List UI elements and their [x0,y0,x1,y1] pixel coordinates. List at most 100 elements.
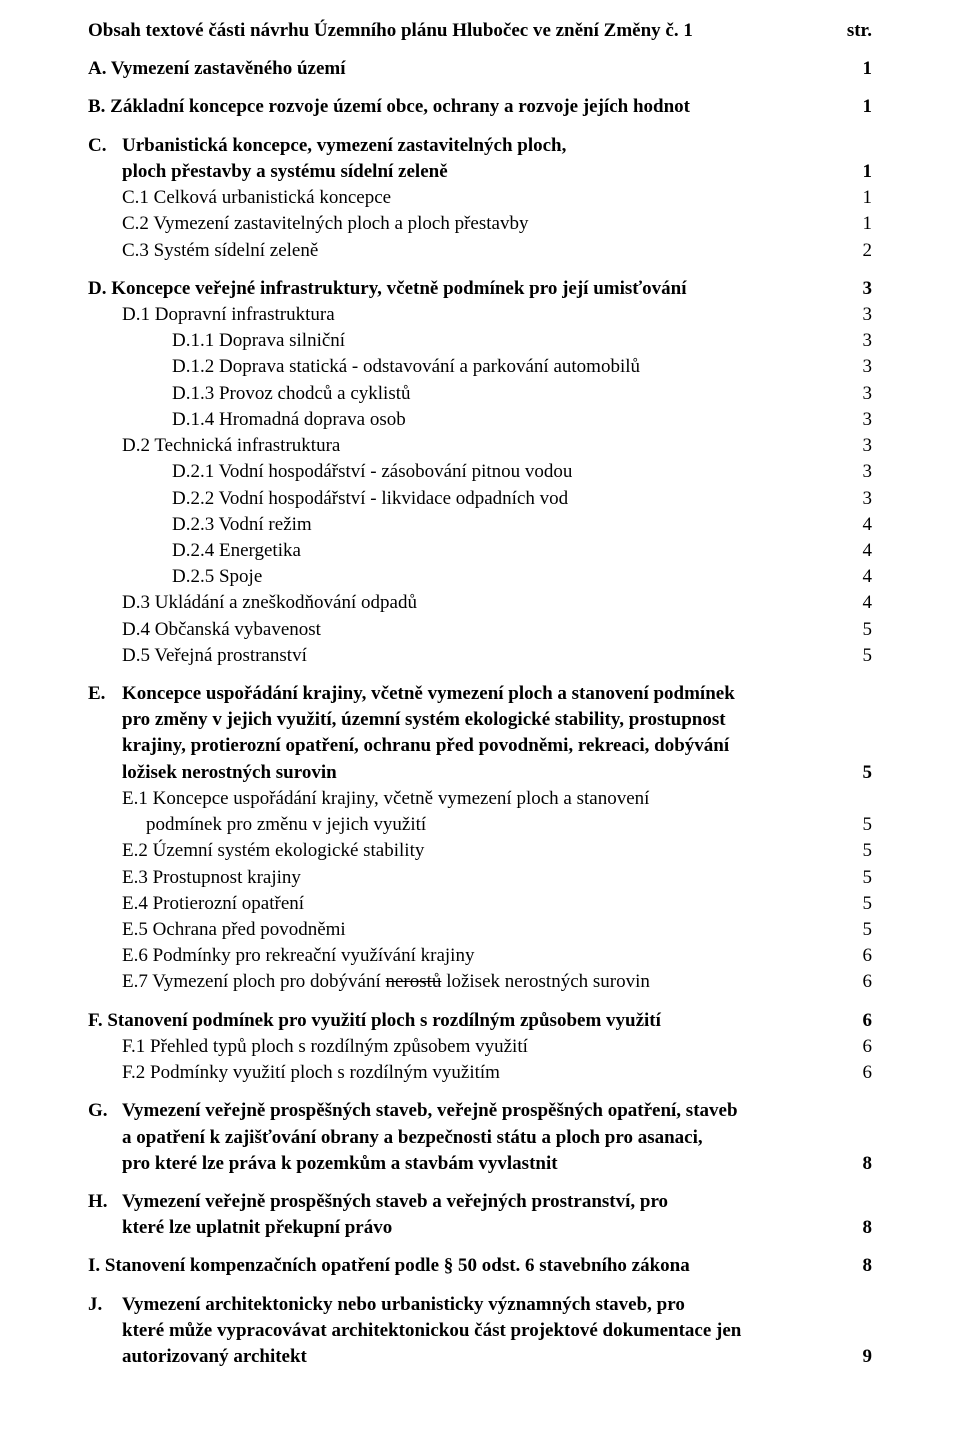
toc-c2-label: C.2 Vymezení zastavitelných ploch a ploc… [122,211,828,237]
toc-g-page: 8 [828,1151,872,1177]
toc-e7-label: E.7 Vymezení ploch pro dobývání nerostů … [122,969,828,995]
toc-c-marker: C. [88,133,122,185]
toc-section-c: C. Urbanistická koncepce, vymezení zasta… [88,133,872,264]
toc-section-a: A. Vymezení zastavěného území 1 [88,56,872,82]
toc-d5-label: D.5 Veřejná prostranství [122,643,828,669]
toc-h-l1: Vymezení veřejně prospěšných staveb a ve… [122,1189,828,1215]
toc-g-l2: a opatření k zajišťování obrany a bezpeč… [122,1125,828,1151]
toc-c2-page: 1 [828,211,872,237]
toc-d3-label: D.3 Ukládání a zneškodňování odpadů [122,590,828,616]
toc-d12-label: D.1.2 Doprava statická - odstavování a p… [172,354,828,380]
toc-f1-label: F.1 Přehled typů ploch s rozdílným způso… [122,1034,828,1060]
toc-j-l3: autorizovaný architekt [122,1344,828,1370]
toc-d-label: D. Koncepce veřejné infrastruktury, včet… [88,276,828,302]
toc-section-g: G. Vymezení veřejně prospěšných staveb, … [88,1098,872,1177]
toc-d22-page: 3 [828,486,872,512]
toc-a-page: 1 [828,56,872,82]
toc-section-i: I. Stanovení kompenzačních opatření podl… [88,1253,872,1279]
toc-d11-label: D.1.1 Doprava silniční [172,328,828,354]
toc-e7-post: ložisek nerostných surovin [441,971,649,992]
toc-d1-page: 3 [828,302,872,328]
toc-g-marker: G. [88,1098,122,1177]
toc-e2-label: E.2 Územní systém ekologické stability [122,838,828,864]
toc-section-h: H. Vymezení veřejně prospěšných staveb a… [88,1189,872,1241]
toc-d24-page: 4 [828,538,872,564]
page-col-header: str. [847,18,872,44]
toc-e3-page: 5 [828,865,872,891]
toc-d4-label: D.4 Občanská vybavenost [122,617,828,643]
toc-e4-page: 5 [828,891,872,917]
doc-title-row: Obsah textové části návrhu Územního plán… [88,18,872,44]
toc-e-l2: pro změny v jejich využití, územní systé… [122,707,828,733]
toc-h-l2: které lze uplatnit překupní právo [122,1215,828,1241]
toc-d2-page: 3 [828,433,872,459]
toc-e-l3: krajiny, protierozní opatření, ochranu p… [122,733,828,759]
toc-d1-label: D.1 Dopravní infrastruktura [122,302,828,328]
toc-i-page: 8 [828,1253,872,1279]
toc-d14-label: D.1.4 Hromadná doprava osob [172,407,828,433]
toc-section-b: B. Základní koncepce rozvoje území obce,… [88,94,872,120]
toc-d12-page: 3 [828,354,872,380]
toc-e2-page: 5 [828,838,872,864]
toc-j-marker: J. [88,1292,122,1371]
toc-e7-page: 6 [828,969,872,995]
toc-e1-l2: podmínek pro změnu v jejich využití [146,812,828,838]
toc-h-marker: H. [88,1189,122,1241]
toc-section-e: E. Koncepce uspořádání krajiny, včetně v… [88,681,872,996]
toc-f-page: 6 [828,1008,872,1034]
toc-e-l1: Koncepce uspořádání krajiny, včetně vyme… [122,681,828,707]
toc-e7-strike: nerostů [386,971,442,992]
toc-section-f: F. Stanovení podmínek pro využití ploch … [88,1008,872,1087]
toc-c1-page: 1 [828,185,872,211]
toc-c-page: 1 [828,159,872,185]
toc-d4-page: 5 [828,617,872,643]
toc-d14-page: 3 [828,407,872,433]
toc-d11-page: 3 [828,328,872,354]
toc-e-l4: ložisek nerostných surovin [122,760,828,786]
toc-d21-page: 3 [828,459,872,485]
toc-e1-page: 5 [828,812,872,838]
toc-d21-label: D.2.1 Vodní hospodářství - zásobování pi… [172,459,828,485]
toc-d5-page: 5 [828,643,872,669]
toc-c-line2: ploch přestavby a systému sídelní zeleně [122,159,828,185]
toc-h-page: 8 [828,1215,872,1241]
toc-d-page: 3 [828,276,872,302]
toc-f-label: F. Stanovení podmínek pro využití ploch … [88,1008,828,1034]
toc-j-page: 9 [828,1344,872,1370]
toc-j-l1: Vymezení architektonicky nebo urbanistic… [122,1292,828,1318]
toc-section-d: D. Koncepce veřejné infrastruktury, včet… [88,276,872,669]
toc-i-label: I. Stanovení kompenzačních opatření podl… [88,1253,828,1279]
toc-e4-label: E.4 Protierozní opatření [122,891,828,917]
toc-g-l3: pro které lze práva k pozemkům a stavbám… [122,1151,828,1177]
toc-d23-label: D.2.3 Vodní režim [172,512,828,538]
toc-f1-page: 6 [828,1034,872,1060]
doc-title: Obsah textové části návrhu Územního plán… [88,18,693,44]
toc-d24-label: D.2.4 Energetika [172,538,828,564]
toc-e5-label: E.5 Ochrana před povodněmi [122,917,828,943]
toc-e5-page: 5 [828,917,872,943]
toc-j-l2: které může vypracovávat architektonickou… [122,1318,828,1344]
toc-e-marker: E. [88,681,122,786]
toc-d22-label: D.2.2 Vodní hospodářství - likvidace odp… [172,486,828,512]
toc-d13-label: D.1.3 Provoz chodců a cyklistů [172,381,828,407]
toc-c-line1: Urbanistická koncepce, vymezení zastavit… [122,133,828,159]
toc-e1-l1: E.1 Koncepce uspořádání krajiny, včetně … [122,786,828,812]
toc-c3-label: C.3 Systém sídelní zeleně [122,238,828,264]
toc-d13-page: 3 [828,381,872,407]
toc-d23-page: 4 [828,512,872,538]
toc-e6-page: 6 [828,943,872,969]
toc-e6-label: E.6 Podmínky pro rekreační využívání kra… [122,943,828,969]
toc-e3-label: E.3 Prostupnost krajiny [122,865,828,891]
toc-d25-label: D.2.5 Spoje [172,564,828,590]
toc-e-page: 5 [828,760,872,786]
toc-f2-label: F.2 Podmínky využití ploch s rozdílným v… [122,1060,828,1086]
toc-d2-label: D.2 Technická infrastruktura [122,433,828,459]
toc-b-label: B. Základní koncepce rozvoje území obce,… [88,94,828,120]
toc-a-label: A. Vymezení zastavěného území [88,56,828,82]
toc-section-j: J. Vymezení architektonicky nebo urbanis… [88,1292,872,1371]
toc-d3-page: 4 [828,590,872,616]
toc-c1-label: C.1 Celková urbanistická koncepce [122,185,828,211]
toc-d25-page: 4 [828,564,872,590]
toc-f2-page: 6 [828,1060,872,1086]
toc-b-page: 1 [828,94,872,120]
